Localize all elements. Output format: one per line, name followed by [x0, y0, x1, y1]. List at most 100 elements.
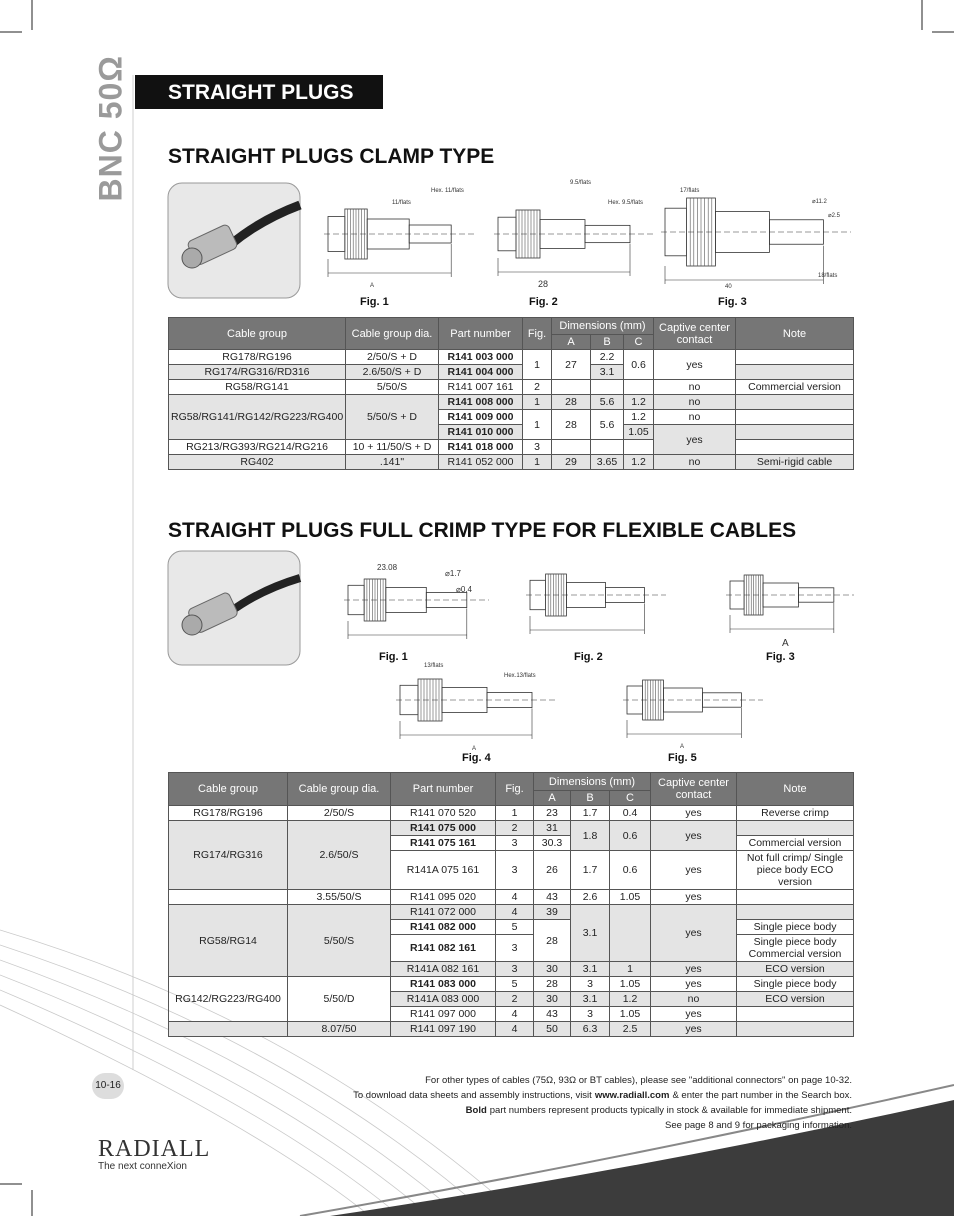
callout: Hex. 9.5/flats: [608, 200, 643, 206]
table-cell: 2.6: [570, 889, 610, 905]
table-cell: 1.7: [570, 805, 610, 821]
text: & enter the part number in the Search bo…: [672, 1090, 852, 1101]
header-cell: Captive center contact: [650, 772, 738, 806]
table-cell: 3: [495, 850, 534, 890]
table-cell: 28: [551, 394, 591, 410]
table-cell: no: [653, 379, 737, 395]
table-cell: 2.5: [608, 1021, 652, 1037]
table-cell: no: [653, 409, 737, 425]
text: part numbers represent products typicall…: [489, 1105, 852, 1116]
table-cell: 5/50/S: [345, 379, 439, 395]
table-cell: [735, 394, 855, 410]
table-cell: RG178/RG196: [168, 349, 346, 365]
table-cell: 4: [495, 1006, 534, 1022]
figure-label: Fig. 3: [766, 651, 795, 663]
header-cell: Fig.: [495, 772, 534, 806]
table-cell: yes: [650, 889, 738, 905]
table-cell: 0.4: [608, 805, 652, 821]
table-cell: R141 082 161: [390, 934, 496, 962]
table-cell: 1: [495, 805, 534, 821]
table-cell: [622, 439, 655, 455]
table-cell: Semi-rigid cable: [735, 454, 855, 470]
table-cell: RG213/RG393/RG214/RG216: [168, 439, 346, 455]
table-cell: 2/50/S + D: [345, 349, 439, 365]
logo-tagline: The next conneXion: [98, 1161, 187, 1172]
table-cell: 26: [533, 850, 571, 890]
side-label: BNC 50Ω: [92, 55, 129, 202]
table-cell: 3.1: [570, 961, 610, 977]
table-cell: 1.2: [608, 991, 652, 1007]
table-cell: R141 075 161: [390, 835, 496, 851]
table-cell: [736, 1021, 855, 1037]
table-cell: Reverse crimp: [736, 805, 855, 821]
table-cell: yes: [650, 961, 738, 977]
table-cell: 1.2: [622, 454, 655, 470]
table-cell: yes: [650, 805, 738, 821]
table-cell: ECO version: [736, 961, 855, 977]
table-cell: 1.05: [608, 1006, 652, 1022]
header-cell: Captive center contact: [653, 317, 737, 350]
table-cell: 2: [522, 379, 552, 395]
bold-word: Bold: [465, 1105, 487, 1116]
footer-note: For other types of cables (75Ω, 93Ω or B…: [425, 1075, 852, 1086]
table-cell: 2: [495, 820, 534, 836]
table-cell: RG402: [168, 454, 346, 470]
table-cell: 4: [495, 1021, 534, 1037]
table-cell: 6.3: [570, 1021, 610, 1037]
table-cell: 30.3: [533, 835, 571, 851]
table-cell: [551, 439, 591, 455]
table-cell: no: [653, 454, 737, 470]
table-cell: RG174/RG316: [168, 820, 288, 890]
table-cell: 30: [533, 961, 571, 977]
table-cell: 2.2: [590, 349, 624, 365]
table-cell: 43: [533, 889, 571, 905]
table-cell: 2/50/S: [287, 805, 391, 821]
footer-band: [330, 1100, 954, 1216]
table-cell: 28: [551, 409, 591, 440]
table-cell: 1: [522, 454, 552, 470]
table-cell: R141A 083 000: [390, 991, 496, 1007]
table-cell: 39: [533, 904, 571, 920]
table-cell: [622, 379, 655, 395]
header-cell: B: [590, 334, 624, 350]
table-cell: R141 007 161: [438, 379, 523, 395]
table-cell: R141 004 000: [438, 364, 523, 380]
table-cell: [168, 1021, 288, 1037]
table-cell: R141 018 000: [438, 439, 523, 455]
header-cell: A: [551, 334, 591, 350]
table-cell: 5/50/D: [287, 976, 391, 1022]
callout: A: [370, 283, 374, 289]
header-cell: Note: [735, 317, 855, 350]
callout: 17/flats: [680, 188, 699, 194]
table-cell: 31: [533, 820, 571, 836]
table-cell: Single piece body: [736, 976, 855, 992]
table-cell: 1: [608, 961, 652, 977]
table-cell: R141 082 000: [390, 919, 496, 935]
section-title: STRAIGHT PLUGS FULL CRIMP TYPE FOR FLEXI…: [168, 519, 797, 542]
figure-label: Fig. 2: [529, 296, 558, 308]
table-cell: 0.6: [622, 349, 655, 380]
header-cell: Dimensions (mm): [532, 772, 652, 791]
table-cell: 43: [533, 1006, 571, 1022]
header-cell: Part number: [438, 317, 523, 350]
table-cell: 3: [495, 934, 534, 962]
header-cell: Part number: [390, 772, 496, 806]
table-cell: 27: [551, 349, 591, 380]
footer-note: See page 8 and 9 for packaging informati…: [665, 1120, 852, 1131]
table-cell: RG58/RG141/RG142/RG223/RG400: [168, 394, 346, 440]
table-cell: 2.6/50/S: [287, 820, 391, 890]
figure-label: Fig. 1: [379, 651, 408, 663]
table-cell: 8.07/50: [287, 1021, 391, 1037]
table-cell: [608, 904, 652, 962]
table-cell: 28: [533, 976, 571, 992]
table-cell: Commercial version: [736, 835, 855, 851]
table-cell: ECO version: [736, 991, 855, 1007]
table-cell: 1.8: [570, 820, 610, 851]
header-cell: Cable group dia.: [345, 317, 439, 350]
table-cell: 3.65: [590, 454, 624, 470]
header-cell: Note: [736, 772, 855, 806]
table-cell: 3: [522, 439, 552, 455]
table-cell: yes: [653, 424, 737, 455]
table-cell: R141 010 000: [438, 424, 523, 440]
